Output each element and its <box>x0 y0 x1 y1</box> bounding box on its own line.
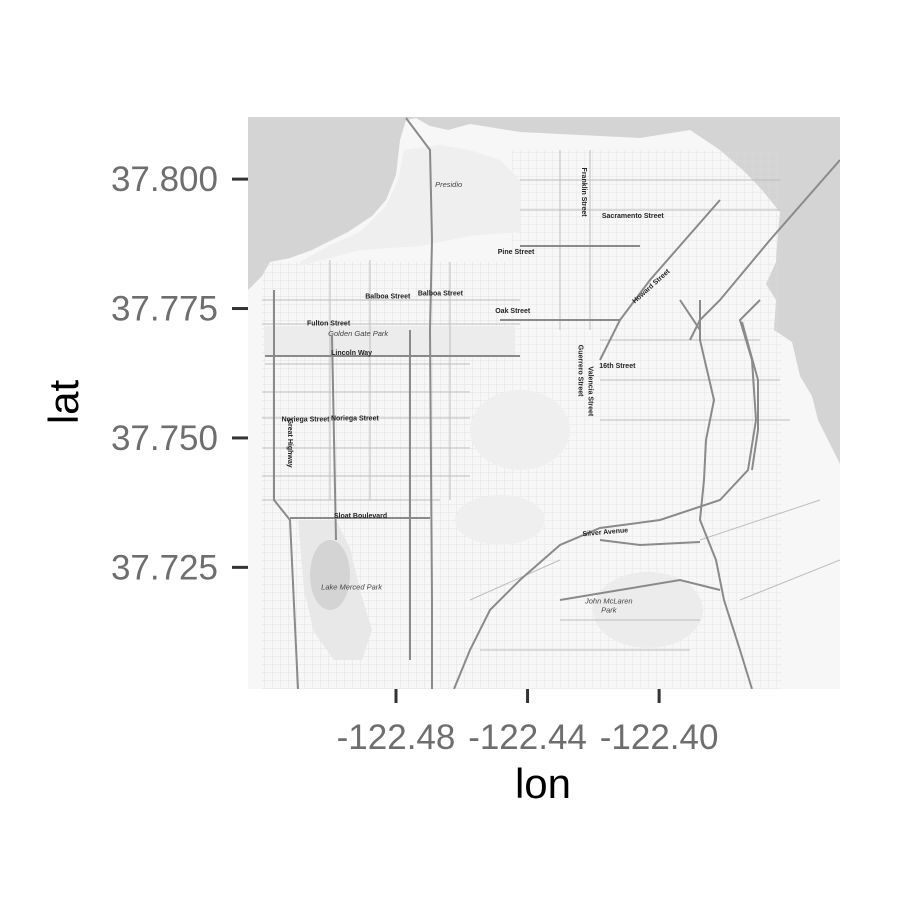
lake-merced <box>310 540 350 610</box>
x-axis-title: lon <box>515 760 571 807</box>
i-280-north-spur-road <box>741 321 759 471</box>
y-tick-label: 37.725 <box>111 548 218 587</box>
street-label: Balboa Street <box>418 291 464 298</box>
street-label: Valencia Street <box>586 366 593 416</box>
street-label: Balboa Street <box>365 294 411 301</box>
map-labels: Presidio Franklin Street Sacramento Street… <box>282 168 672 615</box>
street-label: Oak Street <box>495 308 531 315</box>
x-axis: -122.48 -122.44 -122.40 <box>337 689 719 757</box>
street-label: Fulton Street <box>307 321 351 328</box>
y-tick-label: 37.750 <box>111 419 218 458</box>
x-tick-label: -122.48 <box>337 718 456 757</box>
alemany-road <box>559 578 721 601</box>
place-label: Presidio <box>435 180 462 189</box>
street-label: Lincoln Way <box>331 350 372 357</box>
market-street-road <box>599 199 721 361</box>
street-label: Guerrero Street <box>577 345 584 397</box>
street-label: Pine Street <box>498 249 535 256</box>
x-tick-label: -122.44 <box>468 718 587 757</box>
street-label: Franklin Street <box>580 168 587 218</box>
glen-park-area <box>455 495 545 545</box>
street-label: Great Highway <box>286 419 293 468</box>
y-tick-label: 37.800 <box>111 160 218 199</box>
major-roads <box>265 117 840 689</box>
place-label: Park <box>601 605 618 614</box>
street-label: 16th Street <box>599 363 636 370</box>
street-label: Sacramento Street <box>602 213 665 220</box>
great-highway-road <box>273 290 299 689</box>
y-axis: 37.800 37.775 37.750 37.725 <box>111 160 248 587</box>
mclaren-park <box>593 572 703 648</box>
mission-street-road <box>679 299 701 331</box>
map-panel[interactable] <box>248 117 840 692</box>
street-label: Noriega Street <box>282 416 331 423</box>
golden-gate-park <box>265 326 515 356</box>
twin-peaks <box>470 390 570 470</box>
place-label: Lake Merced Park <box>321 583 383 592</box>
silver-avenue-road <box>599 539 701 547</box>
sunset-blvd-road <box>331 335 337 541</box>
x-tick-label: -122.40 <box>600 718 719 757</box>
presidio-park <box>300 145 520 266</box>
street-label: Sloat Boulevard <box>334 513 387 520</box>
park-presidio-road <box>405 117 434 689</box>
y-axis-title: lat <box>40 379 87 424</box>
place-label: John McLaren <box>584 597 633 606</box>
place-label: Golden Gate Park <box>328 329 389 338</box>
street-label: Silver Avenue <box>582 527 628 538</box>
y-tick-label: 37.775 <box>111 290 218 329</box>
us-101-road <box>698 300 753 689</box>
street-label: Noriega Street <box>331 415 380 422</box>
